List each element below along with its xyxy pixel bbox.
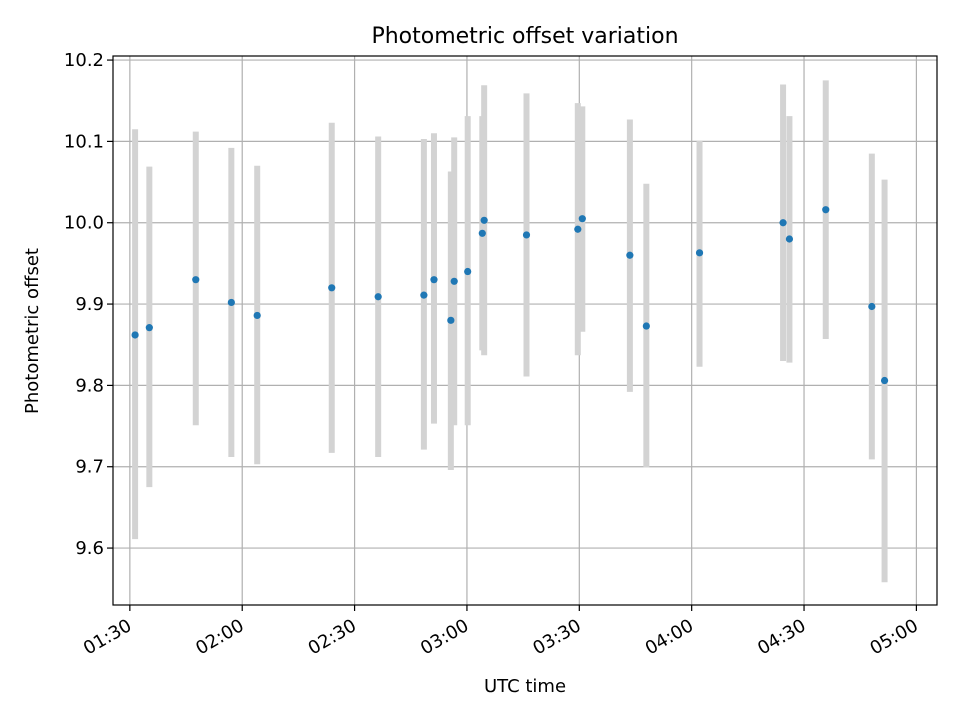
x-tick-label: 05:00 [866,615,921,659]
data-point [478,229,486,237]
data-point [779,219,787,227]
data-point [447,316,455,324]
data-point [695,249,704,257]
data-point [328,284,336,292]
data-point [522,231,531,239]
x-tick-label: 03:30 [529,615,584,659]
y-tick-label: 9.6 [75,538,104,559]
data-point [464,267,472,276]
y-tick-label: 9.7 [75,457,104,478]
data-point [374,293,382,301]
data-point [192,276,200,284]
data-point [480,216,488,224]
y-axis-ticks: 9.6 9.7 9.8 9.9 10.0 10.1 10.2 [64,50,113,559]
error-bars [132,80,888,583]
data-point [880,376,889,385]
x-tick-label: 02:00 [192,615,247,659]
data-point [868,302,876,311]
data-point [131,331,139,339]
chart-title: Photometric offset variation [371,24,678,49]
x-tick-label: 03:00 [417,615,472,659]
data-point [574,225,582,233]
y-tick-label: 10.1 [64,131,104,152]
x-tick-label: 01:30 [80,615,135,659]
y-axis-label: Photometric offset [22,248,43,414]
y-tick-label: 9.8 [75,375,104,396]
data-point [626,251,634,259]
data-point [642,322,650,330]
data-point [785,235,794,243]
data-point [430,276,438,284]
x-tick-label: 04:00 [642,615,697,659]
y-tick-label: 9.9 [75,294,104,315]
data-point [578,215,586,223]
x-axis-ticks: 01:30 02:00 02:30 03:00 03:30 04:00 04:30 05:00 [80,605,922,659]
data-point [450,277,458,285]
data-points [131,206,889,385]
data-point [145,324,153,332]
data-point [822,206,830,214]
plot-frame [112,55,938,606]
data-point [420,291,428,299]
y-tick-label: 10.2 [64,50,104,71]
data-point [253,311,261,320]
data-point [227,298,235,307]
y-tick-label: 10.0 [64,213,104,234]
x-tick-label: 04:30 [754,615,809,659]
x-axis-label: UTC time [484,676,566,697]
x-tick-label: 02:30 [305,615,360,659]
